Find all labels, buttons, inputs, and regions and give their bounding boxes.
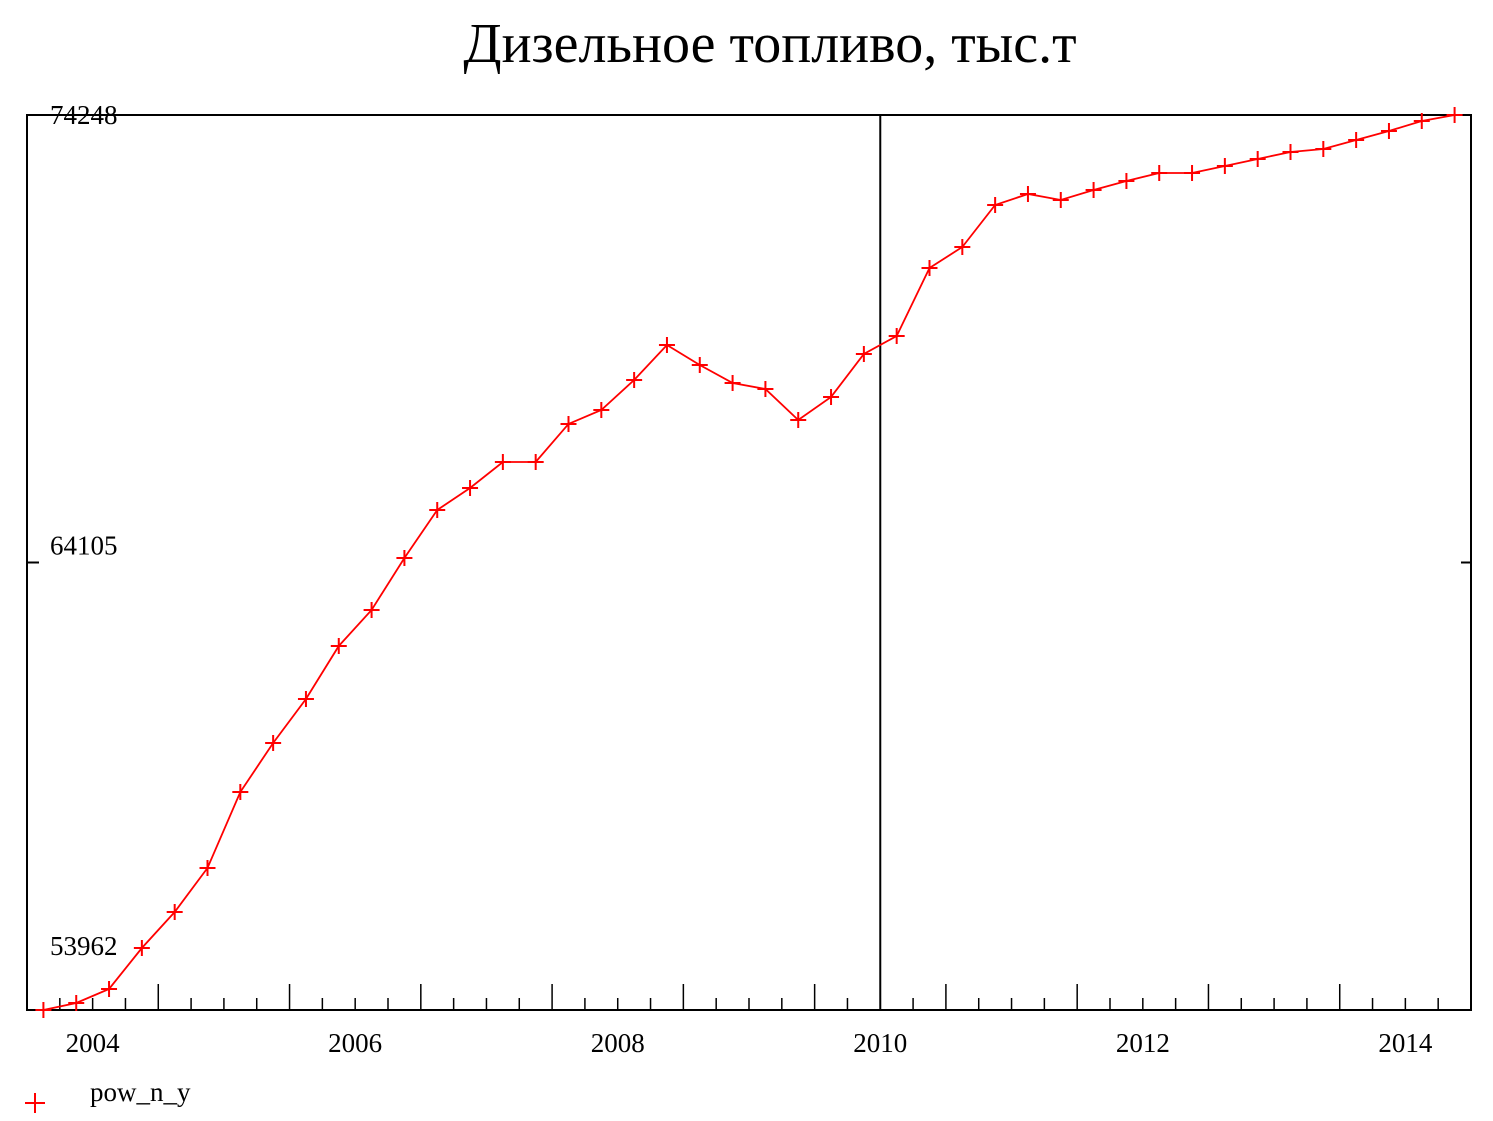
point-marker — [560, 415, 577, 432]
point-marker — [724, 374, 741, 391]
legend-marker — [25, 1093, 45, 1113]
point-marker — [1380, 122, 1397, 139]
point-marker — [265, 734, 282, 751]
y-tick-label: 53962 — [50, 931, 118, 961]
point-marker — [888, 327, 905, 344]
point-marker — [363, 601, 380, 618]
point-marker — [921, 260, 938, 277]
point-marker — [823, 388, 840, 405]
point-marker — [1052, 191, 1069, 208]
point-marker — [1118, 173, 1135, 190]
x-tick-label: 2004 — [66, 1028, 121, 1058]
point-marker — [1413, 113, 1430, 129]
y-tick-label: 64105 — [50, 531, 118, 561]
series-line — [43, 114, 1455, 1011]
point-marker — [232, 784, 249, 801]
point-marker — [691, 356, 708, 373]
point-marker — [133, 940, 150, 957]
x-tick-label: 2014 — [1378, 1028, 1433, 1058]
point-marker — [101, 980, 118, 997]
point-marker — [1085, 182, 1102, 199]
point-marker — [330, 637, 347, 654]
point-marker — [790, 411, 807, 428]
x-tick-label: 2006 — [328, 1028, 382, 1058]
point-marker — [1348, 131, 1365, 148]
point-marker — [626, 371, 643, 388]
point-marker — [527, 453, 544, 470]
point-marker — [35, 1002, 52, 1018]
point-marker — [396, 550, 413, 566]
x-tick-label: 2008 — [591, 1028, 645, 1058]
point-marker — [494, 453, 511, 470]
x-tick-label: 2012 — [1116, 1028, 1170, 1058]
point-marker — [1315, 140, 1332, 157]
point-marker — [658, 336, 675, 353]
point-marker — [1249, 150, 1266, 167]
point-marker — [297, 691, 314, 708]
point-marker — [987, 197, 1004, 214]
point-marker — [757, 380, 774, 397]
point-marker — [429, 501, 446, 518]
plot-frame — [26, 114, 1472, 1011]
point-marker — [1151, 164, 1168, 181]
y-tick-label: 74248 — [50, 100, 118, 130]
point-marker — [954, 239, 971, 256]
point-marker — [1184, 164, 1201, 181]
point-marker — [68, 994, 85, 1011]
point-marker — [1216, 158, 1233, 175]
point-marker — [1019, 185, 1036, 202]
point-marker — [1446, 107, 1463, 123]
legend-label: pow_n_y — [90, 1077, 191, 1107]
point-marker — [199, 859, 216, 876]
point-marker — [1282, 143, 1299, 160]
point-marker — [166, 904, 183, 921]
x-tick-label: 2010 — [853, 1028, 907, 1058]
chart-title: Дизельное топливо, тыс.т — [463, 13, 1076, 75]
point-marker — [855, 345, 872, 362]
point-marker — [593, 401, 610, 418]
point-marker — [462, 479, 479, 496]
